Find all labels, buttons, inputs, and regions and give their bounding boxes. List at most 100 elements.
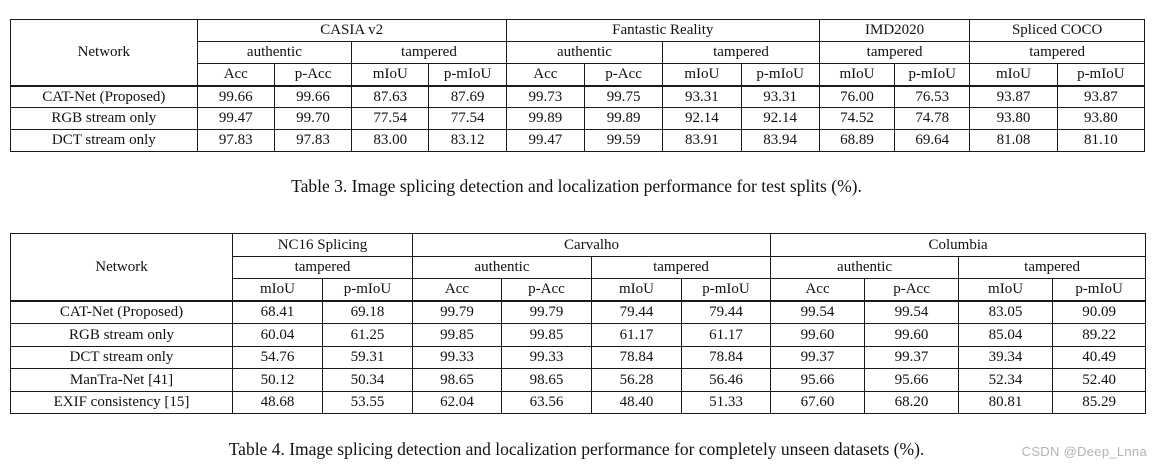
value-cell: 92.14 <box>662 107 742 130</box>
table4-subgroup-label: tampered <box>590 255 772 279</box>
table3-group-casia-v2: CASIA v2 <box>196 19 507 42</box>
value-cell: 51.33 <box>680 390 772 414</box>
table4-metric-label: mIoU <box>958 278 1054 302</box>
value-cell: 77.54 <box>428 107 507 130</box>
value-cell: 83.00 <box>351 129 430 152</box>
value-cell: 48.40 <box>591 390 682 414</box>
value-cell: 87.69 <box>428 85 507 108</box>
table4-header-network: Network <box>10 233 233 302</box>
table4-metric-label: mIoU <box>591 278 682 302</box>
value-cell: 99.60 <box>864 323 960 347</box>
value-cell: 53.55 <box>322 390 413 414</box>
table3-subgroup-label: tampered <box>662 41 820 64</box>
value-cell: 74.78 <box>894 107 971 130</box>
value-cell: 99.79 <box>501 300 592 324</box>
value-cell: 61.25 <box>322 323 413 347</box>
value-cell: 83.91 <box>662 129 742 152</box>
network-cell: RGB stream only <box>10 107 198 130</box>
table4-header-row-metrics: mIoU p-mIoU Acc p-Acc mIoU p-mIoU Acc p-… <box>11 278 1147 302</box>
value-cell: 99.89 <box>505 107 585 130</box>
value-cell: 63.56 <box>501 390 592 414</box>
value-cell: 39.34 <box>958 345 1054 369</box>
network-cell: EXIF consistency [15] <box>10 390 233 414</box>
value-cell: 50.34 <box>322 368 413 392</box>
value-cell: 59.31 <box>322 345 413 369</box>
table3-group-spliced-coco: Spliced COCO <box>969 19 1145 42</box>
value-cell: 99.85 <box>412 323 502 347</box>
value-cell: 40.49 <box>1052 345 1147 369</box>
value-cell: 93.31 <box>662 85 742 108</box>
table4-row-mantranet: ManTra-Net [41] 50.12 50.34 98.65 98.65 … <box>10 368 1147 392</box>
value-cell: 99.79 <box>412 300 502 324</box>
table4-metric-label: Acc <box>770 278 866 302</box>
value-cell: 99.54 <box>864 300 960 324</box>
table4-row-rgb-stream: RGB stream only 60.04 61.25 99.85 99.85 … <box>10 323 1147 347</box>
table3-row-catnet: CAT-Net (Proposed) 99.66 99.66 87.63 87.… <box>10 85 1146 108</box>
table3-row-dct-stream: DCT stream only 97.83 97.83 83.00 83.12 … <box>10 129 1146 152</box>
table3-group-fantastic-reality: Fantastic Reality <box>505 19 820 42</box>
value-cell: 99.85 <box>501 323 592 347</box>
table4-metric-label: p-Acc <box>501 278 592 302</box>
value-cell: 85.29 <box>1052 390 1147 414</box>
value-cell: 81.08 <box>969 129 1058 152</box>
value-cell: 99.75 <box>583 85 664 108</box>
table4-group-columbia: Columbia <box>770 233 1147 257</box>
value-cell: 56.28 <box>591 368 682 392</box>
value-cell: 62.04 <box>412 390 502 414</box>
table3-metric-label: mIoU <box>969 63 1058 87</box>
table3-subgroup-label: tampered <box>818 41 971 64</box>
table3-subgroup-label: authentic <box>196 41 353 64</box>
value-cell: 99.66 <box>273 85 353 108</box>
value-cell: 92.14 <box>740 107 820 130</box>
csdn-watermark: CSDN @Deep_Lnna <box>1021 444 1147 459</box>
value-cell: 99.47 <box>196 107 275 130</box>
value-cell: 68.20 <box>864 390 960 414</box>
value-cell: 74.52 <box>818 107 896 130</box>
value-cell: 99.60 <box>770 323 866 347</box>
value-cell: 93.80 <box>969 107 1058 130</box>
table4-row-dct-stream: DCT stream only 54.76 59.31 99.33 99.33 … <box>10 345 1147 369</box>
value-cell: 99.33 <box>412 345 502 369</box>
table4-metric-label: Acc <box>412 278 502 302</box>
value-cell: 80.81 <box>958 390 1054 414</box>
value-cell: 79.44 <box>680 300 772 324</box>
table3-metric-label: p-Acc <box>273 63 353 87</box>
value-cell: 98.65 <box>501 368 592 392</box>
value-cell: 50.12 <box>232 368 323 392</box>
value-cell: 90.09 <box>1052 300 1147 324</box>
table3-metric-label: p-mIoU <box>1056 63 1146 87</box>
table4-header-row-datasets: Network NC16 Splicing Carvalho Columbia <box>10 233 1147 302</box>
network-cell: CAT-Net (Proposed) <box>10 85 198 108</box>
value-cell: 83.05 <box>958 300 1054 324</box>
table3-header-row-metrics: Acc p-Acc mIoU p-mIoU Acc p-Acc mIoU p-m… <box>11 63 1146 87</box>
value-cell: 68.41 <box>232 300 323 324</box>
value-cell: 99.59 <box>583 129 664 152</box>
value-cell: 60.04 <box>232 323 323 347</box>
table3-header-row-splits: authentic tampered authentic tampered ta… <box>11 41 1145 64</box>
table4-grid: Network NC16 Splicing Carvalho Columbia … <box>10 233 1147 414</box>
table4-metric-label: p-Acc <box>864 278 960 302</box>
table4-caption: Table 4. Image splicing detection and lo… <box>228 439 925 459</box>
value-cell: 54.76 <box>232 345 323 369</box>
table3-metric-label: p-mIoU <box>894 63 971 87</box>
value-cell: 89.22 <box>1052 323 1147 347</box>
value-cell: 61.17 <box>680 323 772 347</box>
table3-metric-label: Acc <box>196 63 275 87</box>
table3-grid: Network CASIA v2 Fantastic Reality IMD20… <box>10 19 1146 152</box>
table3-subgroup-label: tampered <box>969 41 1145 64</box>
value-cell: 93.87 <box>969 85 1058 108</box>
table4-subgroup-label: tampered <box>958 255 1147 279</box>
table3-caption: Table 3. Image splicing detection and lo… <box>291 176 862 196</box>
table3-metric-label: p-mIoU <box>740 63 820 87</box>
value-cell: 85.04 <box>958 323 1054 347</box>
table4-subgroup-label: authentic <box>770 255 960 279</box>
value-cell: 99.37 <box>770 345 866 369</box>
value-cell: 99.70 <box>273 107 353 130</box>
value-cell: 95.66 <box>770 368 866 392</box>
table3-header-network: Network <box>10 19 198 87</box>
table4-metric-label: mIoU <box>232 278 323 302</box>
table4-row-catnet: CAT-Net (Proposed) 68.41 69.18 99.79 99.… <box>10 300 1147 324</box>
table3-header-row-datasets: Network CASIA v2 Fantastic Reality IMD20… <box>10 19 1145 87</box>
value-cell: 76.00 <box>818 85 896 108</box>
